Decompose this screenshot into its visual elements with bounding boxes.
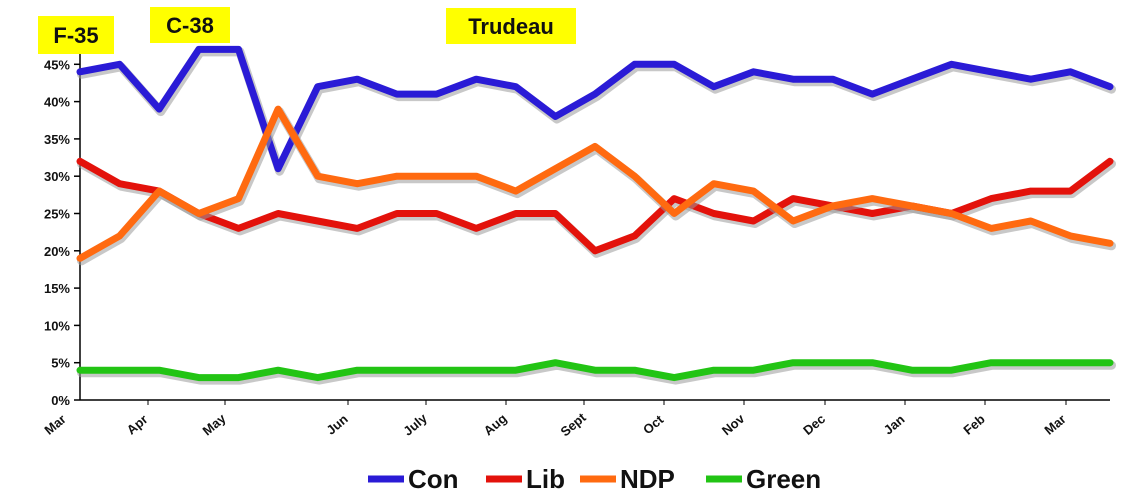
annotation-f-35: F-35 [38, 16, 114, 54]
x-tick-label: Nov [719, 410, 748, 438]
series-shadow [77, 107, 1116, 266]
y-tick-label: 20% [44, 244, 70, 259]
series-lines [76, 45, 1116, 385]
x-tick-label: July [400, 410, 430, 439]
y-tick-label: 15% [44, 281, 70, 296]
annotation-label: C-38 [166, 13, 214, 38]
x-tick-label: Sept [557, 409, 589, 439]
series-con [76, 45, 1116, 176]
annotation-trudeau: Trudeau [446, 8, 576, 44]
y-tick-label: 5% [51, 356, 70, 371]
x-tick-label: Mar [1041, 411, 1068, 437]
x-tick-label: Feb [960, 411, 987, 437]
legend-item-lib: Lib [486, 464, 565, 494]
legend-label: Lib [526, 464, 565, 494]
series-line [76, 45, 1114, 173]
y-tick-label: 35% [44, 132, 70, 147]
annotation-label: Trudeau [468, 14, 554, 39]
x-tick-label: Apr [124, 412, 151, 438]
annotation-c-38: C-38 [150, 7, 230, 43]
legend-item-ndp: NDP [580, 464, 675, 494]
legend-item-con: Con [368, 464, 459, 494]
x-tick-label: Mar [41, 411, 68, 437]
y-tick-label: 45% [44, 57, 70, 72]
annotations: F-35 C-38 Trudeau [38, 7, 576, 54]
annotation-label: F-35 [53, 23, 98, 48]
y-tick-label: 40% [44, 95, 70, 110]
y-tick-label: 30% [44, 169, 70, 184]
x-tick-label: Oct [640, 411, 667, 437]
x-tick-label: Jan [881, 412, 908, 438]
annotation-box [38, 16, 114, 54]
series-ndp [76, 105, 1116, 266]
series-line [76, 105, 1114, 262]
x-tick-label: Dec [800, 411, 828, 438]
y-tick-label: 10% [44, 318, 70, 333]
y-axis: 0%5%10%15%20%25%30%35%40%45%50% [44, 19, 81, 408]
annotation-box [150, 7, 230, 43]
annotation-box [446, 8, 576, 44]
legend-label: NDP [620, 464, 675, 494]
x-tick-label: Jun [323, 411, 350, 437]
y-tick-label: 0% [51, 393, 70, 408]
x-tick-label: May [200, 410, 230, 438]
series-line [76, 359, 1114, 382]
legend: Con Lib NDP Green [368, 464, 821, 494]
x-tick-label: Aug [481, 411, 510, 439]
legend-label: Green [746, 464, 821, 494]
legend-label: Con [408, 464, 459, 494]
x-axis: Mar Apr May Jun July Aug Sept Oct Nov Dec Jan Feb Ma… [41, 399, 1110, 439]
series-green [76, 359, 1116, 385]
y-tick-label: 25% [44, 207, 70, 222]
legend-item-green: Green [706, 464, 821, 494]
